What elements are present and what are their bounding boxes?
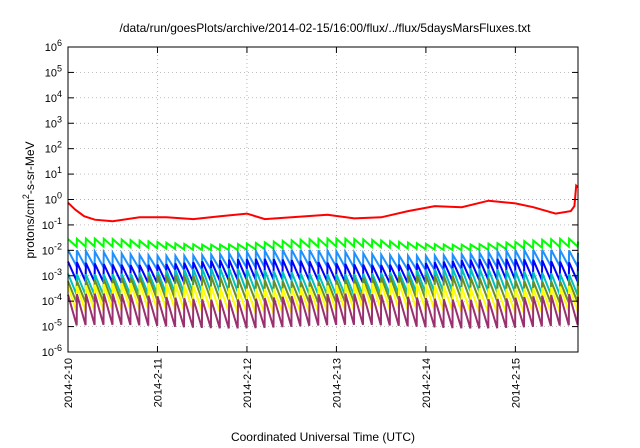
y-tick-label: 101 xyxy=(45,165,62,181)
series-line xyxy=(67,293,579,329)
data-series xyxy=(67,183,579,329)
x-tick-label: 2014-2-14 xyxy=(421,358,433,408)
series-line xyxy=(67,183,579,223)
y-axis-label: protons/cm2-s-sr-MeV xyxy=(21,141,37,258)
y-tick-label: 10-3 xyxy=(42,267,62,283)
chart-title: /data/run/goesPlots/archive/2014-02-15/1… xyxy=(120,21,532,35)
y-tick-label: 10-6 xyxy=(42,343,62,359)
y-tick-label: 10-5 xyxy=(42,318,62,334)
x-tick-label: 2014-2-15 xyxy=(510,358,522,408)
series-line xyxy=(67,236,579,252)
y-axis-ticks: 10-6 10-5 10-4 10-3 10-2 10-1 100 101 102 103 104 1… xyxy=(42,38,578,359)
y-tick-label: 106 xyxy=(45,38,62,54)
x-tick-label: 2014-2-12 xyxy=(242,358,254,408)
grid-lines xyxy=(68,47,578,352)
y-tick-label: 103 xyxy=(45,114,62,130)
y-tick-label: 105 xyxy=(45,63,62,79)
y-tick-label: 104 xyxy=(45,89,62,105)
y-tick-label: 10-2 xyxy=(42,241,62,257)
y-tick-label: 10-4 xyxy=(42,292,62,308)
y-tick-label: 100 xyxy=(45,191,62,207)
x-tick-label: 2014-2-13 xyxy=(331,358,343,408)
y-tick-label: 102 xyxy=(45,140,62,156)
x-tick-label: 2014-2-10 xyxy=(63,358,75,408)
x-tick-label: 2014-2-11 xyxy=(152,358,164,407)
y-tick-label: 10-1 xyxy=(42,216,62,232)
x-axis-label: Coordinated Universal Time (UTC) xyxy=(231,430,415,444)
x-axis-ticks: 2014-2-10 2014-2-11 2014-2-12 2014-2-13 2014… xyxy=(63,47,522,408)
